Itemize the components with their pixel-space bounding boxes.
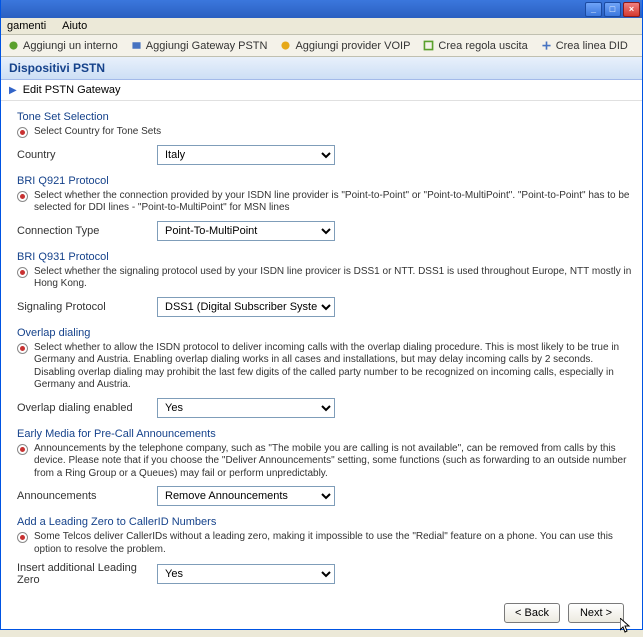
tool-add-voip[interactable]: Aggiungi provider VOIP xyxy=(279,39,410,52)
signaling-protocol-select[interactable]: DSS1 (Digital Subscriber System No. 1) xyxy=(157,297,335,317)
extension-icon xyxy=(7,39,20,52)
country-select[interactable]: Italy xyxy=(157,145,335,165)
hint-icon xyxy=(17,191,28,202)
connection-type-label: Connection Type xyxy=(17,225,157,237)
section-tone-title: Tone Set Selection xyxy=(17,111,632,123)
announcements-select[interactable]: Remove Announcements xyxy=(157,486,335,506)
section-q921-hint: Select whether the connection provided b… xyxy=(34,190,632,215)
leading-zero-select[interactable]: Yes xyxy=(157,564,335,584)
tool-add-gateway[interactable]: Aggiungi Gateway PSTN xyxy=(130,39,268,52)
section-q931-title: BRI Q931 Protocol xyxy=(17,251,632,263)
titlebar: _ □ × xyxy=(1,0,642,18)
back-button[interactable]: < Back xyxy=(504,603,560,623)
voip-icon xyxy=(279,39,292,52)
connection-type-select[interactable]: Point-To-MultiPoint xyxy=(157,221,335,241)
tool-create-rule-label: Crea regola uscita xyxy=(438,40,527,52)
section-overlap-hint: Select whether to allow the ISDN protoco… xyxy=(34,342,632,392)
menu-gamenti[interactable]: gamenti xyxy=(7,20,46,32)
menu-aiuto[interactable]: Aiuto xyxy=(62,20,87,32)
section-leading-hint: Some Telcos deliver CallerIDs without a … xyxy=(34,531,632,556)
minimize-button[interactable]: _ xyxy=(585,2,602,17)
tool-create-did-label: Crea linea DID xyxy=(556,40,628,52)
tool-create-rule[interactable]: Crea regola uscita xyxy=(422,39,527,52)
rule-icon xyxy=(422,39,435,52)
country-label: Country xyxy=(17,149,157,161)
section-early-hint: Announcements by the telephone company, … xyxy=(34,443,632,481)
footer: < Back Next > xyxy=(1,597,642,629)
hint-icon xyxy=(17,267,28,278)
tool-add-voip-label: Aggiungi provider VOIP xyxy=(295,40,410,52)
section-overlap-title: Overlap dialing xyxy=(17,327,632,339)
overlap-enabled-select[interactable]: Yes xyxy=(157,398,335,418)
gateway-icon xyxy=(130,39,143,52)
hint-icon xyxy=(17,444,28,455)
section-q931-hint: Select whether the signaling protocol us… xyxy=(34,266,632,291)
next-button[interactable]: Next > xyxy=(568,603,624,623)
section-q921-title: BRI Q921 Protocol xyxy=(17,175,632,187)
tool-add-extension-label: Aggiungi un interno xyxy=(23,40,118,52)
overlap-enabled-label: Overlap dialing enabled xyxy=(17,402,157,414)
page-header: Dispositivi PSTN xyxy=(1,57,642,80)
tool-add-gateway-label: Aggiungi Gateway PSTN xyxy=(146,40,268,52)
section-early-title: Early Media for Pre-Call Announcements xyxy=(17,428,632,440)
hint-icon xyxy=(17,127,28,138)
subheader-text: Edit PSTN Gateway xyxy=(23,84,121,96)
toolbar: Aggiungi un interno Aggiungi Gateway PST… xyxy=(1,35,642,57)
arrow-icon: ▶ xyxy=(9,85,17,96)
tool-add-extension[interactable]: Aggiungi un interno xyxy=(7,39,118,52)
close-button[interactable]: × xyxy=(623,2,640,17)
tool-create-did[interactable]: Crea linea DID xyxy=(540,39,628,52)
section-tone-hint: Select Country for Tone Sets xyxy=(34,126,161,139)
hint-icon xyxy=(17,343,28,354)
leading-zero-label: Insert additional Leading Zero xyxy=(17,562,157,586)
maximize-button[interactable]: □ xyxy=(604,2,621,17)
menubar: gamenti Aiuto xyxy=(1,18,642,35)
subheader: ▶ Edit PSTN Gateway xyxy=(1,80,642,101)
hint-icon xyxy=(17,532,28,543)
section-leading-title: Add a Leading Zero to CallerID Numbers xyxy=(17,516,632,528)
announcements-label: Announcements xyxy=(17,490,157,502)
signaling-protocol-label: Signaling Protocol xyxy=(17,301,157,313)
did-icon xyxy=(540,39,553,52)
content-area: Tone Set Selection Select Country for To… xyxy=(1,101,642,597)
